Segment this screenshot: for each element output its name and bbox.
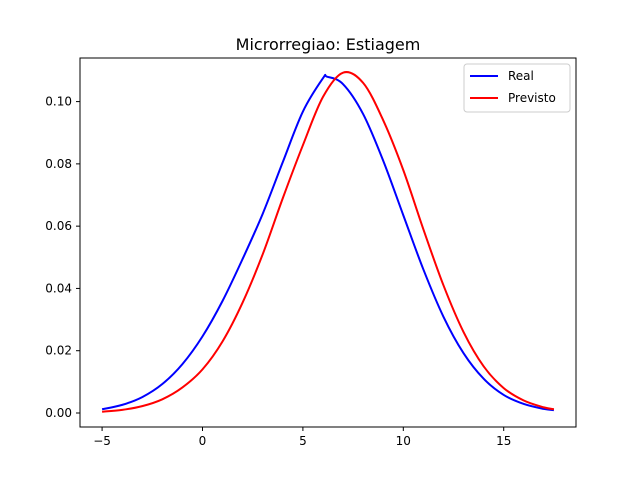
y-tick-label: 0.10 [45,95,72,109]
x-tick-label: 15 [496,434,511,448]
series-line-previsto [101,71,555,413]
y-tick-label: 0.08 [45,157,72,171]
y-tick-label: 0.06 [45,219,72,233]
axes-layer: −5 0 5 10 15 0.00 0.02 0.04 0.06 0.08 0.10 [45,57,577,448]
legend: Real Previsto [463,63,571,113]
series-line-real [101,73,555,412]
chart-title: Microrregiao: Estiagem [236,35,421,54]
legend-label-real: Real [508,69,534,83]
series-layer [101,71,555,413]
y-tick-label: 0.02 [45,344,72,358]
legend-label-previsto: Previsto [508,91,556,105]
x-tick-label: −5 [93,434,111,448]
y-tick-label: 0.04 [45,281,72,295]
y-tick-label: 0.00 [45,406,72,420]
x-tick-label: 10 [396,434,411,448]
x-tick-label: 5 [299,434,307,448]
plot-frame [79,57,577,428]
x-tick-label: 0 [199,434,207,448]
